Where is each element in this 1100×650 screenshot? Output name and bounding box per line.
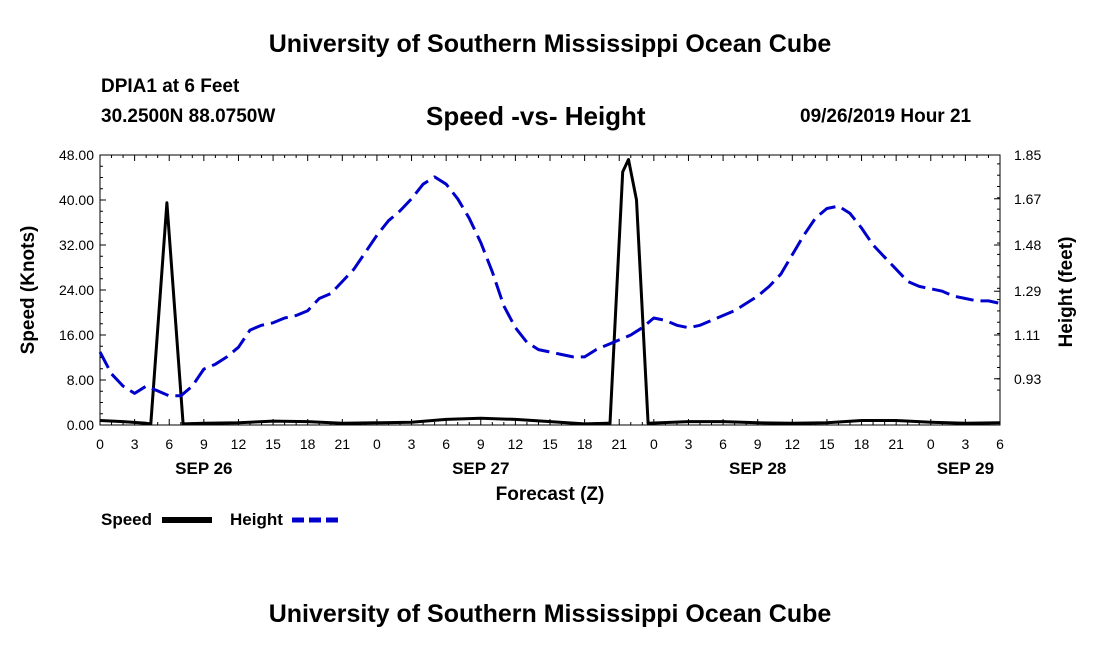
- series-line-height: [98, 175, 1001, 398]
- x-tick-label: 9: [200, 436, 208, 452]
- x-tick-label: 0: [927, 436, 935, 452]
- x-tick-label: 12: [231, 436, 247, 452]
- x-tick-label: 15: [265, 436, 281, 452]
- plot-frame: [99, 154, 1001, 426]
- legend-height-swatch: [292, 517, 342, 523]
- date-label: SEP 26: [175, 459, 232, 478]
- x-axis-title: Forecast (Z): [496, 484, 605, 505]
- y-right-tick-label: 1.29: [1014, 283, 1041, 299]
- x-tick-label: 18: [577, 436, 593, 452]
- y-left-axis-title: Speed (Knots): [18, 226, 39, 355]
- x-tick-label: 18: [854, 436, 870, 452]
- forecast-datetime: 09/26/2019 Hour 21: [800, 106, 972, 127]
- legend-speed-swatch: [162, 517, 212, 523]
- x-tick-label: 21: [888, 436, 904, 452]
- legend-speed-label: Speed: [101, 510, 153, 529]
- x-tick-label: 15: [542, 436, 558, 452]
- y-right-tick-label: 1.85: [1014, 147, 1041, 163]
- y-left-tick-label: 16.00: [59, 327, 94, 343]
- y-right-axis-title: Height (feet): [1056, 237, 1077, 348]
- axes: [99, 154, 1001, 426]
- top-title: University of Southern Mississippi Ocean…: [268, 30, 832, 58]
- axis-labels: 0 3 6 9 12 15 18 21 0 3 6 9 12 15 18 21 0 3 6 9 12 15 18 21 0 3 6S…: [18, 147, 1077, 505]
- date-label: SEP 29: [937, 459, 994, 478]
- station-label: DPIA1 at 6 Feet: [101, 76, 240, 97]
- x-tick-label: 21: [335, 436, 351, 452]
- x-tick-label: 0: [96, 436, 104, 452]
- series-lines: [98, 158, 1001, 426]
- x-tick-label: 3: [961, 436, 969, 452]
- y-left-tick-label: 8.00: [67, 372, 94, 388]
- x-tick-label: 3: [408, 436, 416, 452]
- speed-height-chart: 0 3 6 9 12 15 18 21 0 3 6 9 12 15 18 21 0 3 6 9 12 15 18 21 0 3 6S…: [18, 147, 1077, 505]
- y-right-tick-label: 1.67: [1014, 191, 1041, 207]
- x-tick-label: 6: [165, 436, 173, 452]
- x-tick-label: 21: [611, 436, 627, 452]
- y-left-tick-label: 24.00: [59, 282, 94, 298]
- station-coords: 30.2500N 88.0750W: [101, 106, 276, 127]
- date-label: SEP 28: [729, 459, 786, 478]
- x-tick-label: 6: [719, 436, 727, 452]
- x-tick-label: 6: [442, 436, 450, 452]
- chart-title: Speed -vs- Height: [426, 101, 646, 131]
- x-tick-label: 12: [785, 436, 801, 452]
- y-left-tick-label: 48.00: [59, 147, 94, 163]
- x-tick-label: 15: [819, 436, 835, 452]
- x-tick-label: 3: [131, 436, 139, 452]
- x-tick-label: 12: [508, 436, 524, 452]
- y-left-tick-label: 32.00: [59, 237, 94, 253]
- x-tick-label: 18: [300, 436, 316, 452]
- y-right-tick-label: 0.93: [1014, 371, 1041, 387]
- y-left-tick-label: 0.00: [67, 417, 94, 433]
- y-left-tick-label: 40.00: [59, 192, 94, 208]
- y-right-tick-label: 1.48: [1014, 237, 1041, 253]
- x-tick-label: 6: [996, 436, 1004, 452]
- date-label: SEP 27: [452, 459, 509, 478]
- series-line-speed: [99, 158, 1001, 426]
- x-tick-label: 3: [685, 436, 693, 452]
- x-tick-label: 9: [477, 436, 485, 452]
- bottom-title: University of Southern Mississippi Ocean…: [268, 600, 832, 628]
- y-right-tick-label: 1.11: [1014, 327, 1040, 343]
- x-tick-label: 0: [373, 436, 381, 452]
- x-tick-label: 0: [650, 436, 658, 452]
- legend-height-label: Height: [230, 510, 283, 529]
- x-tick-label: 9: [754, 436, 762, 452]
